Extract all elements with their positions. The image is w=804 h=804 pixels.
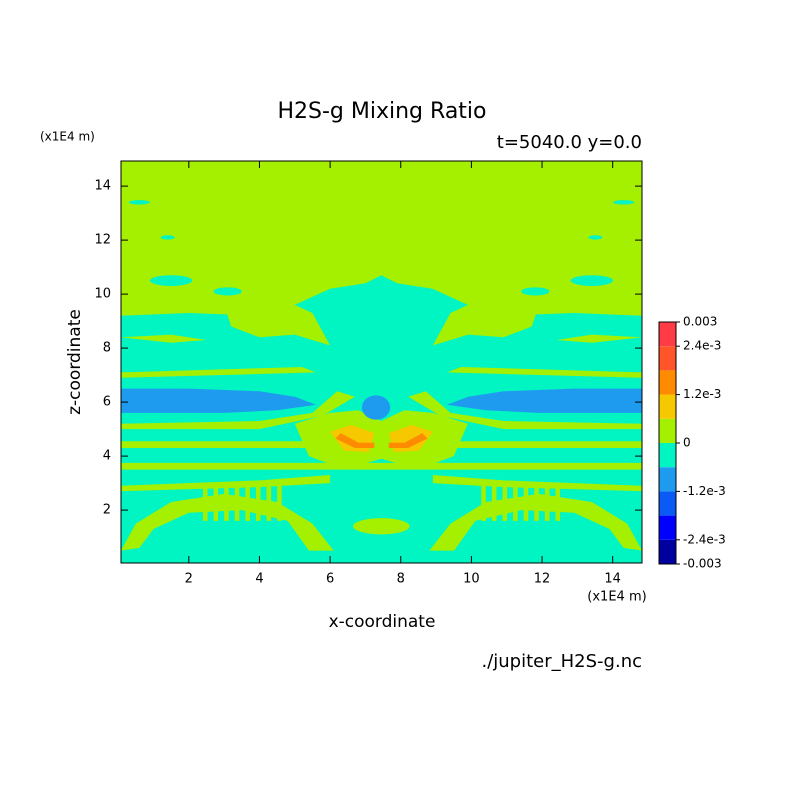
colorbar-tick-label: 1.2e-3 [683,387,721,401]
x-tick-label: 6 [326,572,334,587]
contour-region [447,366,642,378]
x-tick-label: 10 [463,572,480,587]
contour-region [255,483,261,521]
x-unit: (x1E4 m) [587,590,646,605]
x-tick-label: 4 [255,572,263,587]
colorbar-band [659,370,676,395]
contour-region [277,483,282,521]
contour-region [121,275,642,563]
contour-region [353,518,410,535]
contour-region [202,483,208,521]
contour-region [447,388,642,413]
x-axis-label: x-coordinate [329,612,436,632]
contour-region [121,388,316,413]
contour-region [224,296,331,346]
contour-region [613,200,635,205]
y-tick-label: 12 [94,233,111,248]
contour-region [335,433,375,448]
y-tick-label: 8 [103,341,111,356]
contour-region [121,391,355,430]
colorbar-band [659,443,676,468]
source-file: ./jupiter_H2S-g.nc [481,651,642,672]
colorbar-band [659,515,676,540]
y-unit: (x1E4 m) [40,130,95,144]
contour-region [245,483,250,521]
colorbar-band [659,394,676,419]
colorbar-band [659,491,676,516]
contour-region [481,483,486,521]
contour-region [121,334,207,343]
x-tick-label: 12 [534,572,551,587]
colorbar-tick-label: -2.4e-3 [683,532,726,546]
contour-region [408,391,642,430]
colorbar-band [659,322,676,347]
contour-region [388,433,428,448]
y-tick-label: 2 [103,503,111,518]
axes: 2 4 6 8 10 12 14 2 4 6 8 10 12 14 -0.003 -2.4e-3 -1.2e-3… [94,160,726,587]
contour-region [556,334,642,343]
contour-region [213,287,242,296]
colorbar-band [659,346,676,371]
contour-region [149,275,193,287]
colorbar-band [659,467,676,492]
colorbar-tick-label: 0 [683,436,691,450]
contour-region [544,483,550,521]
contour-region [294,410,468,470]
chart-title: H2S-g Mixing Ratio [277,99,486,124]
contour-field [121,161,642,563]
contour-region [534,483,539,521]
contour-region [121,366,316,378]
contour-region [224,483,229,521]
colorbar-tick-label: -1.2e-3 [683,484,726,498]
colorbar-tick-label: 2.4e-3 [683,339,721,353]
colorbar-tick-label: 0.003 [683,315,717,329]
contour-region [513,483,518,521]
x-tick-label: 2 [185,572,193,587]
x-tick-label: 8 [397,572,405,587]
contour-region [234,483,240,521]
y-axis-label: z-coordinate [65,309,85,415]
x-tick-label: 14 [604,572,621,587]
y-tick-label: 10 [94,287,111,302]
colorbar-tick-label: -0.003 [683,557,722,571]
contour-region [128,200,150,205]
contour-region [213,483,219,521]
contour-region [555,483,561,521]
contour-region [361,395,391,420]
y-tick-label: 4 [103,449,111,464]
colorbar-band [659,539,676,564]
chart-subtitle: t=5040.0 y=0.0 [497,132,642,153]
contour-region [266,483,272,521]
contour-region [121,462,642,470]
contour-region [502,483,508,521]
contour-region [160,235,175,240]
y-tick-label: 6 [103,395,111,410]
contour-region [588,235,603,240]
y-tick-label: 14 [94,179,111,194]
contour-region [570,275,614,287]
contour-region [523,483,529,521]
contour-region [491,483,497,521]
contour-region [521,287,550,296]
plot-frame [120,160,643,564]
contour-region [432,296,539,346]
colorbar-band [659,418,676,443]
